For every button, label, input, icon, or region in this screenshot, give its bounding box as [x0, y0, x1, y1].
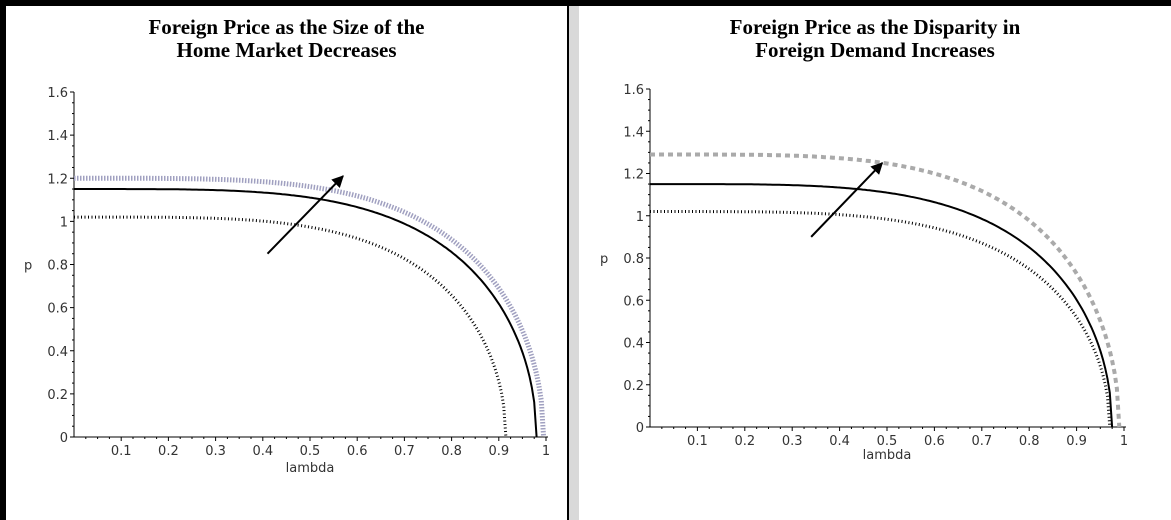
x-tick-label: 0.1	[687, 434, 708, 449]
x-tick-label: 0.6	[924, 434, 945, 449]
series-line	[650, 152, 1122, 428]
y-tick-label: 0	[636, 421, 644, 436]
y-tick-label: 1.2	[47, 172, 68, 187]
x-tick-label: 0.8	[1019, 434, 1040, 449]
y-tick-label: 1	[636, 210, 644, 225]
chart-title-line-2: Foreign Demand Increases	[755, 38, 995, 62]
x-tick-label: 0.8	[441, 444, 462, 459]
series-line	[650, 210, 1112, 428]
panel-separator	[569, 6, 579, 520]
x-tick-label: 0.4	[252, 444, 273, 459]
series-line	[650, 183, 1114, 428]
y-tick-label: 0.2	[623, 379, 644, 394]
y-tick-label: 1.6	[623, 83, 644, 98]
x-tick-label: 0.7	[394, 444, 415, 459]
y-tick-label: 0.4	[47, 345, 68, 360]
chart-title: Foreign Price as the Disparity in Foreig…	[579, 16, 1171, 62]
x-tick-label: 0.5	[300, 444, 321, 459]
chart-title: Foreign Price as the Size of the Home Ma…	[6, 16, 567, 62]
x-tick-label: 0.9	[488, 444, 509, 459]
y-axis-label: p	[24, 259, 32, 274]
x-tick-label: 0.3	[782, 434, 803, 449]
series-line	[74, 188, 538, 438]
y-tick-label: 1.4	[623, 125, 644, 140]
y-tick-label: 0.4	[623, 337, 644, 352]
series-line	[74, 215, 508, 438]
x-tick-label: 0.7	[971, 434, 992, 449]
y-tick-label: 0	[60, 431, 68, 446]
left-chart-svg: 0 0.2 0.4 0.6 0.8 1 1.2 1.4 1.6 0.1 0.2 0.3 0.4 0.5 0.…	[24, 86, 550, 476]
arrow-annotation	[266, 175, 344, 255]
chart-title-line-1: Foreign Price as the Size of the	[148, 15, 425, 39]
y-tick-label: 0.6	[47, 302, 68, 317]
y-tick-label: 0.6	[623, 294, 644, 309]
x-tick-label: 0.2	[158, 444, 179, 459]
x-axis-label: lambda	[863, 448, 912, 463]
y-tick-label: 0.8	[47, 259, 68, 274]
x-tick-label: 0.5	[877, 434, 898, 449]
right-chart-svg: 0 0.2 0.4 0.6 0.8 1 1.2 1.4 1.6 0.1 0.2 0.3 0.4 0.5 0.…	[600, 83, 1128, 463]
series-line	[74, 175, 547, 438]
x-tick-label: 1	[542, 444, 550, 459]
y-tick-label: 0.2	[47, 388, 68, 403]
y-axis-label: p	[600, 252, 608, 267]
y-tick-label: 1.2	[623, 168, 644, 183]
x-tick-label: 0.9	[1066, 434, 1087, 449]
x-tick-label: 0.6	[347, 444, 368, 459]
y-tick-label: 1	[60, 215, 68, 230]
x-tick-label: 0.4	[829, 434, 850, 449]
x-tick-label: 0.3	[205, 444, 226, 459]
right-chart-panel: Foreign Price as the Disparity in Foreig…	[579, 6, 1171, 520]
x-tick-label: 0.2	[734, 434, 755, 449]
chart-title-line-2: Home Market Decreases	[176, 38, 397, 62]
chart-title-line-1: Foreign Price as the Disparity in	[729, 15, 1021, 39]
x-tick-label: 0.1	[111, 444, 132, 459]
y-tick-label: 0.8	[623, 252, 644, 267]
arrow-annotation	[810, 162, 884, 238]
left-chart-panel: Foreign Price as the Size of the Home Ma…	[6, 6, 567, 520]
x-axis-label: lambda	[286, 461, 335, 476]
x-tick-label: 1	[1120, 434, 1128, 449]
y-tick-label: 1.6	[47, 86, 68, 101]
y-tick-label: 1.4	[47, 129, 68, 144]
